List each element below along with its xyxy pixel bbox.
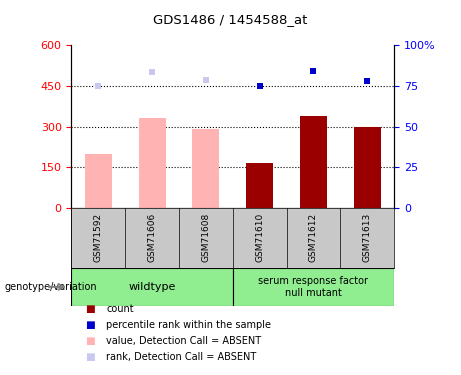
Text: serum response factor
null mutant: serum response factor null mutant [259,276,368,298]
Bar [193,129,219,208]
Text: GSM71613: GSM71613 [363,213,372,262]
Bar [139,118,165,208]
Text: GSM71592: GSM71592 [94,213,103,262]
Bar [71,268,233,306]
Text: rank, Detection Call = ABSENT: rank, Detection Call = ABSENT [106,352,256,362]
Text: wildtype: wildtype [129,282,176,292]
Text: value, Detection Call = ABSENT: value, Detection Call = ABSENT [106,336,261,346]
Bar [246,163,273,208]
Text: ■: ■ [85,352,95,362]
Text: GSM71610: GSM71610 [255,213,264,262]
Text: ■: ■ [85,304,95,314]
Text: GSM71606: GSM71606 [148,213,157,262]
Text: GDS1486 / 1454588_at: GDS1486 / 1454588_at [154,13,307,26]
Text: genotype/variation: genotype/variation [5,282,97,292]
Text: GSM71612: GSM71612 [309,213,318,262]
Bar [354,127,381,208]
Bar [300,116,327,208]
Text: ■: ■ [85,320,95,330]
Text: ■: ■ [85,336,95,346]
Text: percentile rank within the sample: percentile rank within the sample [106,320,271,330]
Text: count: count [106,304,134,314]
Bar [85,154,112,208]
Bar [233,268,394,306]
Text: GSM71608: GSM71608 [201,213,210,262]
